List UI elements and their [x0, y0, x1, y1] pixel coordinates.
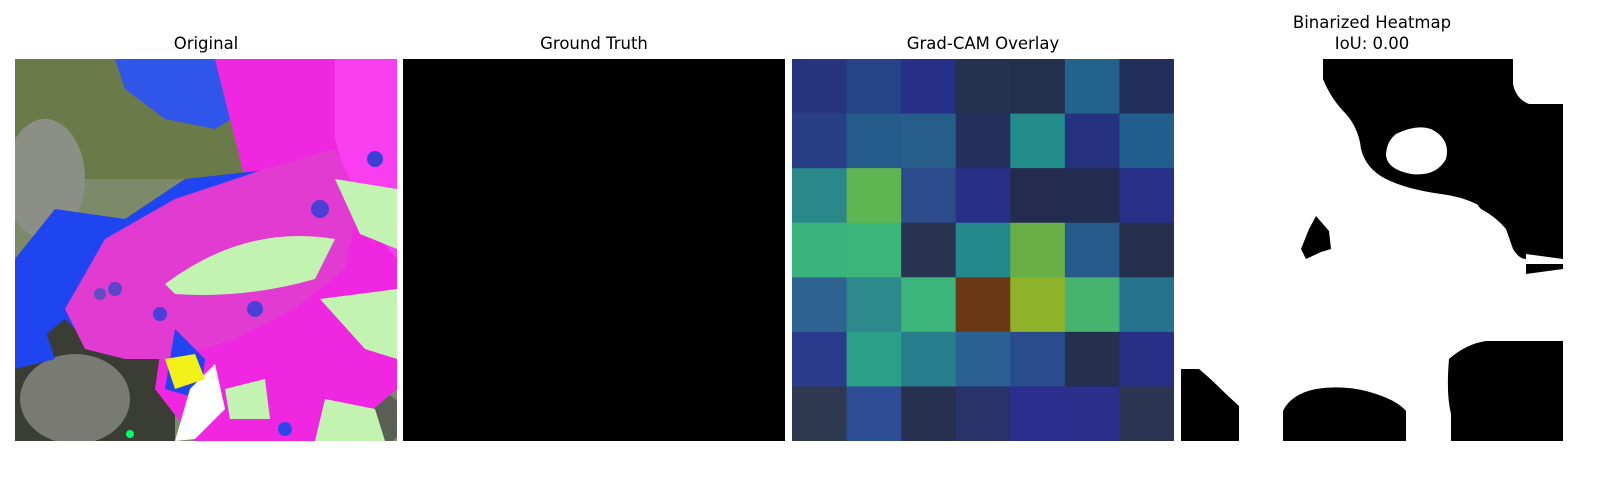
gradcam-cell [792, 277, 848, 333]
gradcam-cell [1064, 222, 1120, 278]
ground-truth-mask [403, 59, 785, 441]
gradcam-cell [955, 331, 1011, 387]
gradcam-cell [792, 59, 848, 115]
gradcam-cell [1119, 222, 1174, 278]
gradcam-cell [1010, 59, 1066, 115]
gradcam-cell [1119, 277, 1174, 333]
gradcam-cell [846, 386, 902, 441]
original-image-svg [15, 59, 397, 441]
gradcam-cell [1010, 168, 1066, 224]
gradcam-cell [846, 277, 902, 333]
gradcam-cell [901, 331, 957, 387]
gradcam-cell [846, 222, 902, 278]
panel-original: Original [15, 0, 397, 460]
gradcam-cell [1119, 331, 1174, 387]
gradcam-cell [901, 277, 957, 333]
gradcam-cell [1064, 331, 1120, 387]
gradcam-cell [1010, 277, 1066, 333]
gradcam-cell [1119, 168, 1174, 224]
gradcam-cell [901, 168, 957, 224]
gradcam-cell [1064, 168, 1120, 224]
gradcam-cell [955, 168, 1011, 224]
gradcam-heatmap-svg [792, 59, 1174, 441]
gradcam-cell [1064, 386, 1120, 441]
gradcam-cell [846, 59, 902, 115]
gradcam-cell [792, 386, 848, 441]
panel-title-gradcam: Grad-CAM Overlay [906, 34, 1060, 53]
gradcam-cell [1010, 331, 1066, 387]
gradcam-cell [901, 59, 957, 115]
gradcam-cell [901, 222, 957, 278]
panel-title-original: Original [173, 34, 239, 53]
gradcam-cell [955, 222, 1011, 278]
gradcam-cell [955, 59, 1011, 115]
panel-gradcam: Grad-CAM Overlay [792, 0, 1174, 460]
gradcam-cell [792, 113, 848, 169]
gradcam-cell [792, 168, 848, 224]
gradcam-cell [1119, 386, 1174, 441]
binarized-heatmap [1181, 59, 1563, 441]
binarized-heatmap-svg [1181, 59, 1563, 441]
gradcam-cell [792, 331, 848, 387]
gradcam-cell [1119, 59, 1174, 115]
original-image [15, 59, 397, 441]
gradcam-cell [1064, 277, 1120, 333]
gradcam-cell [1064, 59, 1120, 115]
panel-title-ground-truth: Ground Truth [540, 34, 648, 53]
gradcam-cell [901, 386, 957, 441]
gradcam-cell [1010, 113, 1066, 169]
gradcam-cell [846, 168, 902, 224]
gradcam-heatmap [792, 59, 1174, 441]
gradcam-cell [846, 331, 902, 387]
gradcam-cell [955, 113, 1011, 169]
gradcam-cell [955, 277, 1011, 333]
gradcam-cell [792, 222, 848, 278]
panel-ground-truth: Ground Truth [403, 0, 785, 460]
gradcam-cell [1064, 113, 1120, 169]
panel-binarized: Binarized Heatmap IoU: 0.00 [1181, 0, 1563, 460]
iou-score-label: IoU: 0.00 [1334, 34, 1410, 53]
panel-title-binarized: Binarized Heatmap [1292, 13, 1452, 32]
gradcam-cell [1119, 113, 1174, 169]
gradcam-cell [846, 113, 902, 169]
gradcam-cell [1010, 386, 1066, 441]
gradcam-cell [1010, 222, 1066, 278]
gradcam-cell [901, 113, 957, 169]
gradcam-cell [955, 386, 1011, 441]
